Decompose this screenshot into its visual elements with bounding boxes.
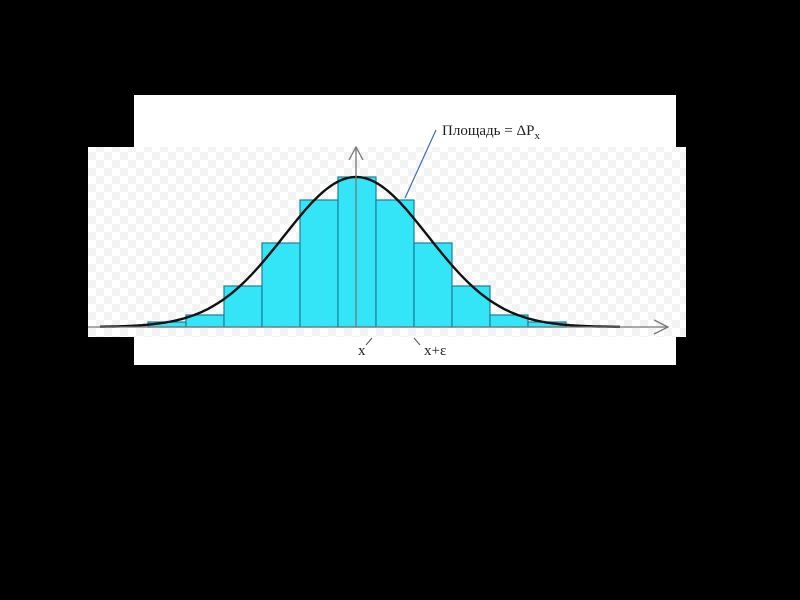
bar — [451, 285, 491, 328]
density-curve — [100, 175, 620, 328]
axes — [88, 145, 670, 335]
x-eps-label: x+ε — [424, 343, 446, 359]
area-label: Площадь = ΔPx — [442, 123, 540, 142]
bar — [375, 199, 415, 328]
leader-line — [404, 129, 437, 199]
tick-x — [365, 337, 373, 346]
y-arrow — [348, 145, 364, 161]
tick-x-eps — [413, 337, 421, 346]
x-label: x — [358, 343, 366, 359]
bar — [337, 176, 377, 328]
bar — [299, 199, 339, 328]
bar — [413, 242, 453, 328]
area-label-text: Площадь = ΔP — [442, 123, 534, 139]
bar — [223, 285, 263, 328]
area-label-subscript: x — [534, 130, 540, 142]
x-arrow — [653, 319, 670, 335]
